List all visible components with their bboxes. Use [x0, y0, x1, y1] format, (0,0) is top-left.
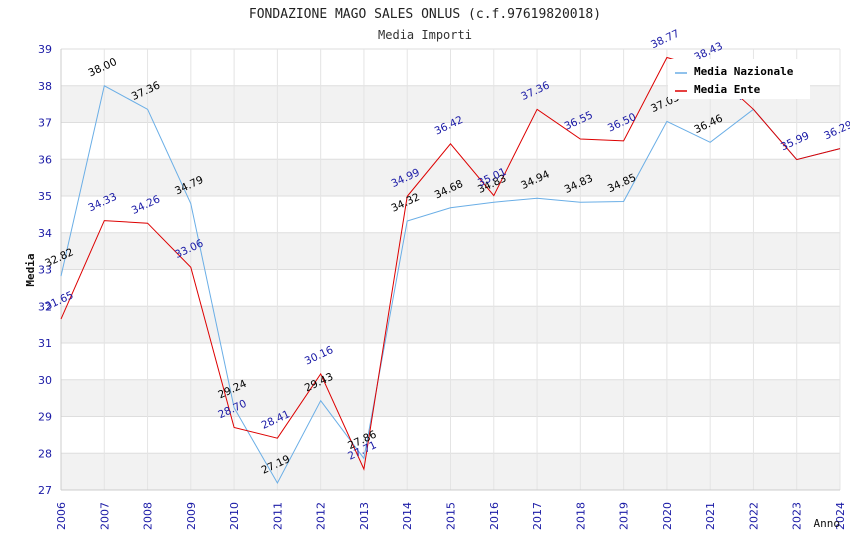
x-tick-label: 2017 [531, 502, 544, 530]
chart-title: FONDAZIONE MAGO SALES ONLUS (c.f.9761982… [249, 7, 601, 22]
x-tick-label: 2009 [185, 502, 198, 530]
y-tick-label: 37 [38, 117, 52, 130]
legend-box [668, 59, 810, 99]
y-tick-label: 38 [38, 80, 52, 93]
y-tick-label: 27 [38, 484, 52, 497]
legend-label-media-ente: Media Ente [694, 83, 761, 96]
chart-subtitle: Media Importi [378, 28, 472, 42]
x-tick-label: 2021 [704, 502, 717, 530]
y-tick-label: 32 [38, 300, 52, 313]
x-tick-label: 2008 [142, 502, 155, 530]
x-tick-label: 2010 [228, 502, 241, 530]
data-label: 30.16 [303, 344, 336, 368]
y-tick-label: 34 [38, 227, 52, 240]
x-tick-label: 2024 [834, 502, 847, 530]
x-tick-label: 2020 [661, 502, 674, 530]
x-tick-label: 2006 [55, 502, 68, 530]
x-axis-ticks: 2006 2007 2008 2009 2010 2011 2012 2013 2014 2015… [55, 502, 847, 530]
x-axis-label: Anno [814, 517, 841, 530]
y-tick-label: 33 [38, 264, 52, 277]
legend-label-media-nazionale: Media Nazionale [694, 65, 794, 78]
data-label: 38.77 [649, 28, 681, 52]
x-tick-label: 2015 [445, 502, 458, 530]
x-tick-label: 2014 [401, 502, 414, 530]
x-tick-label: 2013 [358, 502, 371, 530]
data-label: 38.00 [86, 56, 118, 80]
x-tick-label: 2019 [618, 502, 631, 530]
y-tick-label: 29 [38, 411, 52, 424]
x-tick-label: 2018 [574, 502, 587, 530]
y-tick-label: 31 [38, 337, 52, 350]
legend: Media Nazionale Media Ente [668, 59, 810, 99]
series-line-0 [60, 85, 841, 485]
x-tick-label: 2012 [315, 502, 328, 530]
y-axis-label: Media [24, 253, 37, 286]
y-tick-label: 28 [38, 447, 52, 460]
y-tick-label: 30 [38, 374, 52, 387]
grid-lines [60, 48, 841, 491]
y-tick-label: 35 [38, 190, 52, 203]
y-tick-label: 36 [38, 153, 52, 166]
y-axis-ticks: 27 28 29 30 31 32 33 34 35 36 37 38 39 [38, 43, 52, 497]
x-tick-label: 2023 [791, 502, 804, 530]
data-label: 35.99 [779, 130, 811, 154]
data-label: 34.26 [130, 193, 163, 217]
x-tick-label: 2007 [98, 502, 111, 530]
y-tick-label: 39 [38, 43, 52, 56]
x-tick-label: 2022 [747, 502, 760, 530]
x-tick-label: 2011 [271, 502, 284, 530]
x-tick-label: 2016 [488, 502, 501, 530]
